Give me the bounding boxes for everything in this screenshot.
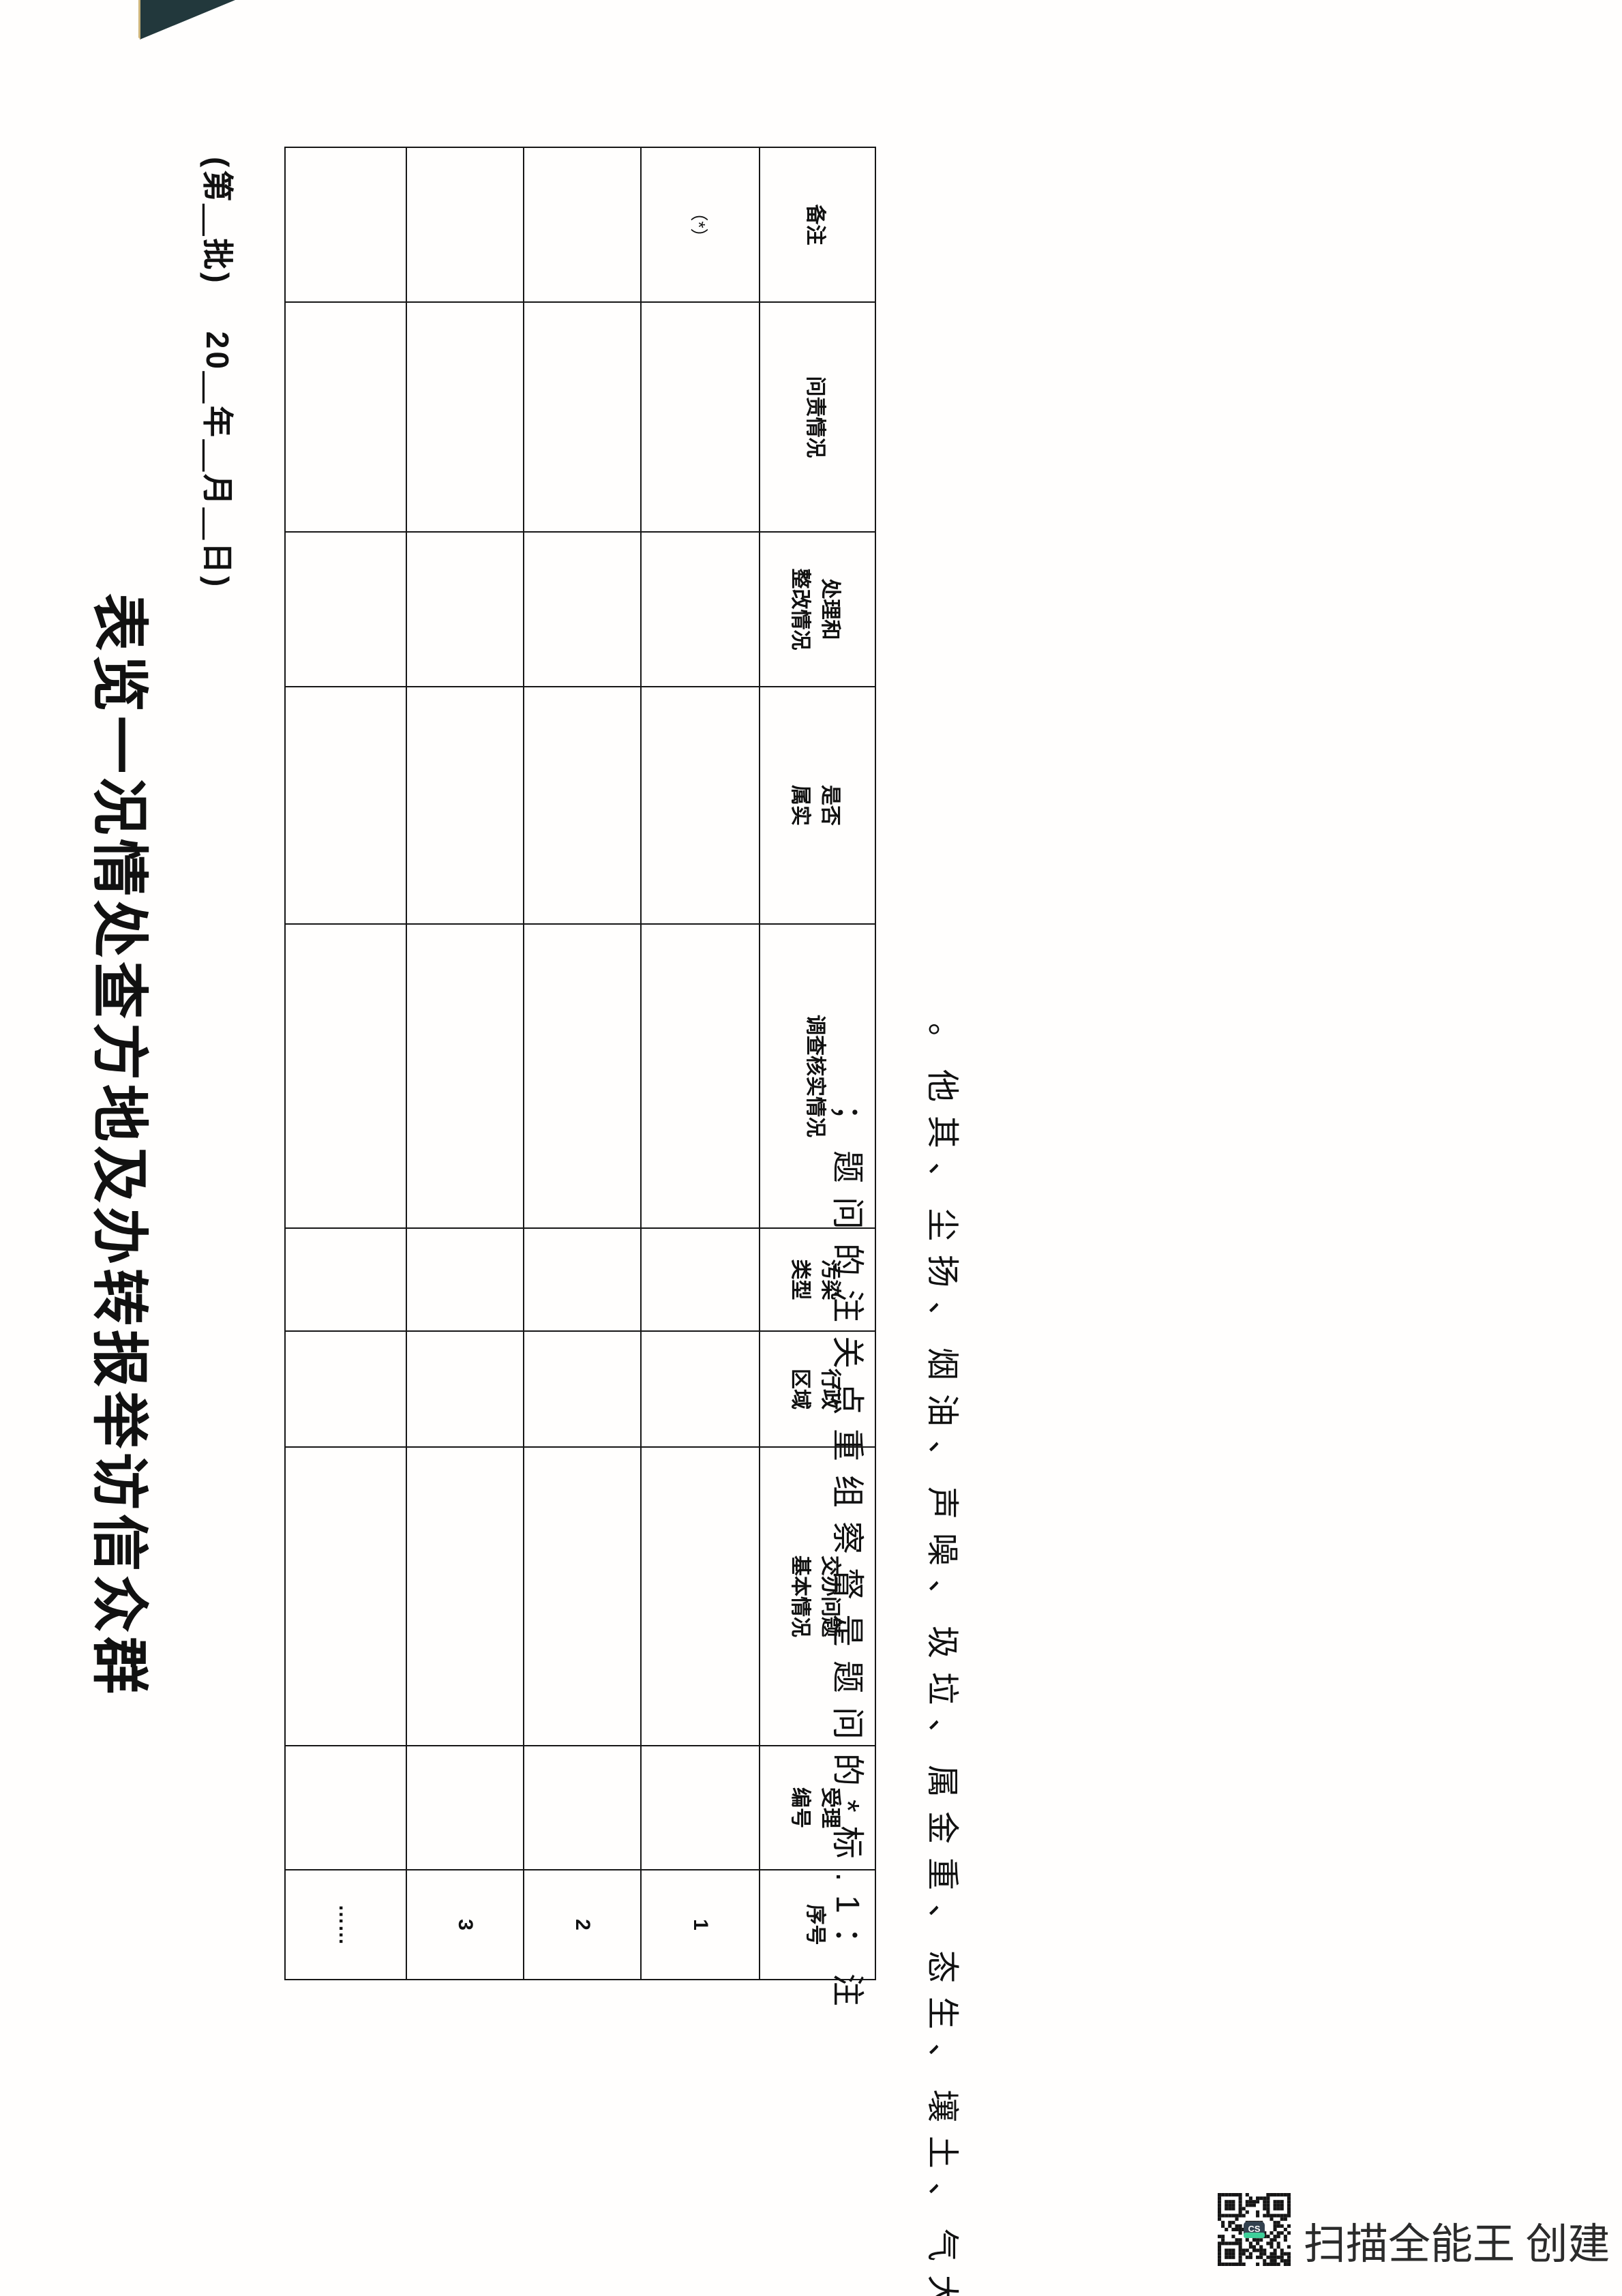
svg-text:CS: CS: [1248, 2224, 1260, 2234]
